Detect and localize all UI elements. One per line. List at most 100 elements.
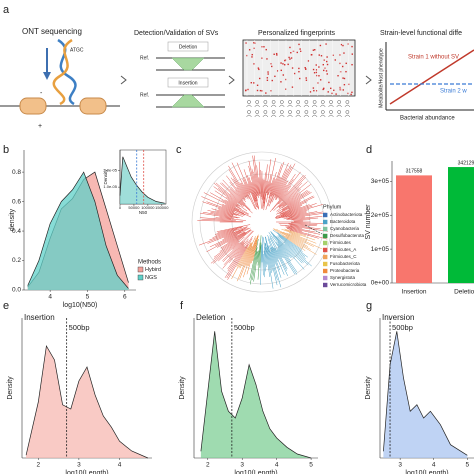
branch — [231, 242, 252, 280]
branch — [288, 196, 315, 210]
branch — [226, 175, 246, 201]
bar — [396, 175, 432, 283]
dot — [299, 48, 301, 50]
dot — [256, 89, 259, 92]
branch — [268, 162, 289, 207]
branch — [221, 200, 249, 215]
branch — [279, 235, 306, 257]
body — [320, 104, 326, 108]
panel-letter: c — [176, 144, 182, 156]
value-label: 342129 — [458, 160, 474, 166]
dot — [316, 90, 318, 92]
ring — [191, 151, 333, 293]
branch — [206, 235, 238, 253]
branch — [269, 185, 292, 213]
branch — [222, 242, 245, 269]
branch — [250, 235, 259, 264]
branch — [198, 227, 248, 246]
label: Strain 1 without SV — [408, 55, 459, 61]
dot — [345, 70, 347, 73]
branch — [221, 229, 251, 250]
density-line — [25, 344, 149, 459]
branch — [207, 228, 246, 244]
body — [344, 114, 351, 118]
branch — [281, 190, 308, 209]
branch — [215, 210, 234, 216]
dot — [327, 91, 329, 93]
dot — [250, 82, 253, 84]
dot — [267, 73, 269, 75]
head — [296, 110, 301, 114]
dot — [289, 58, 291, 60]
body — [303, 104, 310, 108]
dot — [330, 87, 332, 90]
branch — [281, 228, 301, 237]
branch — [269, 177, 274, 192]
branch — [212, 236, 245, 264]
dot — [339, 88, 342, 90]
legend-swatch — [323, 226, 328, 232]
branch — [236, 247, 248, 267]
dot — [315, 69, 318, 71]
branch — [228, 238, 249, 263]
label: Deletion — [179, 44, 198, 50]
branch — [219, 229, 251, 252]
dot — [315, 64, 317, 66]
panel-letter: f — [180, 300, 184, 312]
branch — [259, 242, 262, 268]
branch — [222, 230, 254, 261]
legend-title: Methods — [138, 260, 161, 266]
dot — [347, 83, 350, 86]
dot — [351, 45, 353, 48]
branch — [222, 227, 249, 240]
density-line — [200, 331, 312, 459]
dot — [307, 60, 310, 62]
dot — [271, 79, 273, 82]
branch — [286, 216, 323, 220]
dot — [253, 63, 255, 65]
branch — [275, 236, 303, 264]
body — [270, 114, 277, 118]
branch — [239, 242, 253, 269]
head — [247, 110, 251, 114]
head — [255, 100, 260, 104]
body — [328, 114, 334, 118]
y-axis-label: Density — [365, 376, 372, 400]
branch — [213, 186, 248, 212]
branch — [258, 161, 262, 209]
branch — [272, 176, 281, 196]
branch — [263, 172, 266, 203]
dot — [337, 75, 339, 77]
branch — [277, 243, 291, 262]
branch — [253, 155, 260, 195]
branch — [272, 229, 303, 252]
branch — [286, 232, 323, 250]
branch — [215, 217, 246, 221]
area-fill — [200, 331, 312, 458]
dot — [251, 53, 253, 56]
y-axis-label: Density — [103, 169, 108, 185]
branch — [276, 232, 302, 250]
branch — [277, 174, 304, 205]
dot — [318, 66, 320, 68]
branch — [289, 224, 308, 227]
body — [295, 104, 301, 108]
branch — [291, 222, 328, 224]
dot — [313, 72, 316, 74]
branch — [222, 241, 244, 263]
branch — [236, 162, 251, 194]
dot — [325, 43, 327, 45]
branch — [269, 235, 283, 258]
branch — [277, 236, 309, 266]
dot — [253, 42, 255, 44]
dot — [261, 46, 263, 48]
branch — [267, 238, 280, 271]
dot — [256, 84, 259, 86]
x-tick-label: 150000 — [155, 205, 169, 210]
branch — [258, 177, 261, 195]
x-tick-label: 3 — [398, 462, 402, 469]
label: Personalized fingerprints — [258, 30, 336, 37]
branch — [240, 182, 250, 199]
branch — [276, 228, 304, 244]
branch — [213, 233, 247, 258]
